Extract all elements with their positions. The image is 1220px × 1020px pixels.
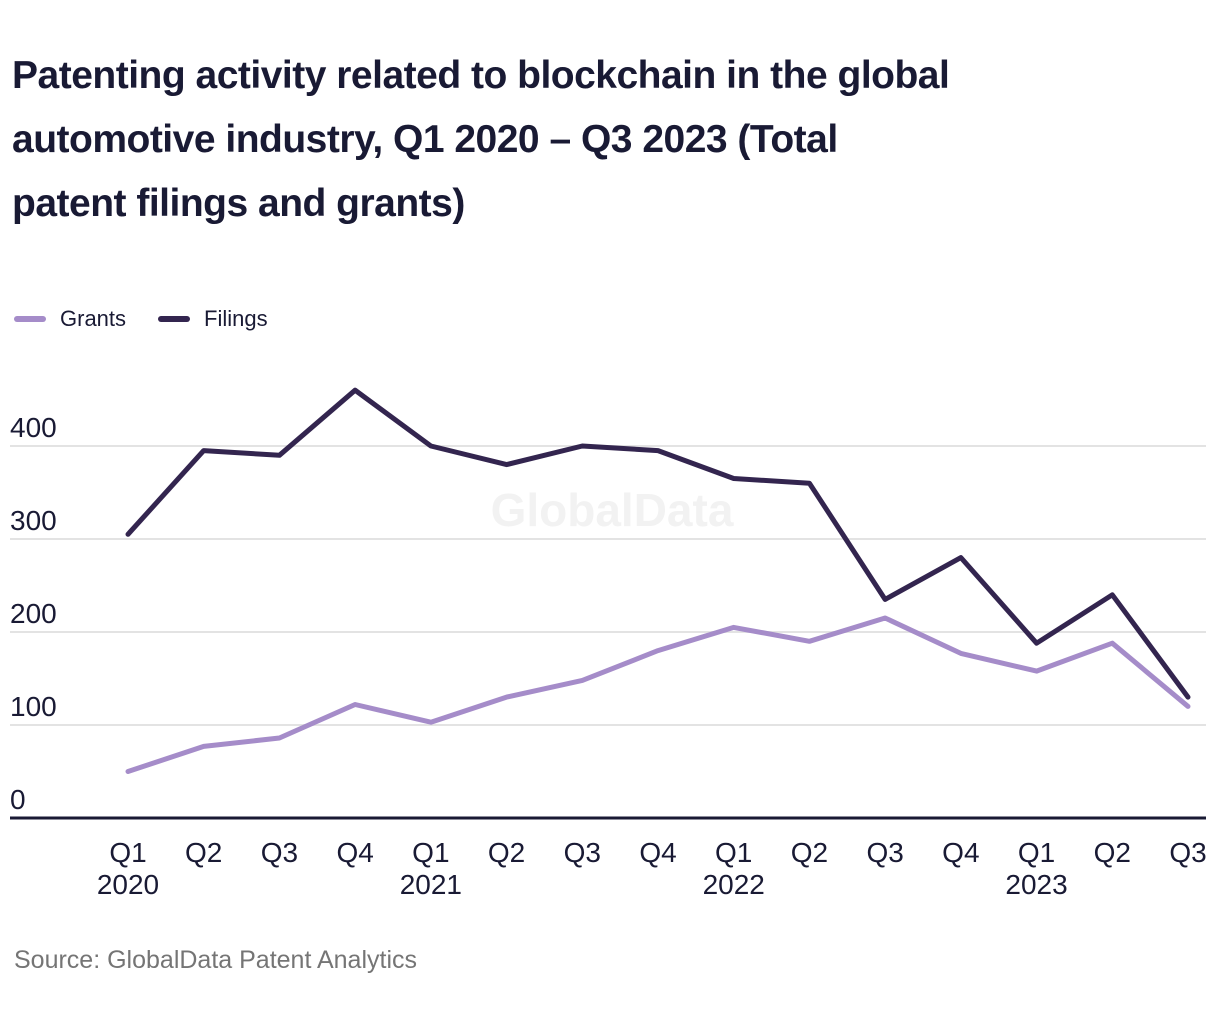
chart-title: Patenting activity related to blockchain… xyxy=(12,54,950,225)
plot-area: GlobalData 0 100 200 300 400 Q1 2020 Q2 Q3 Q4 Q1 202… xyxy=(0,370,1220,900)
x-tick-label: Q4 xyxy=(639,837,676,868)
x-tick-year-label: 2021 xyxy=(400,869,462,900)
source-attribution: Source: GlobalData Patent Analytics xyxy=(14,946,418,974)
x-tick-label: Q1 xyxy=(412,837,449,868)
x-tick-year-label: 2020 xyxy=(97,869,159,900)
filings-line xyxy=(125,387,1191,700)
x-tick-label: Q2 xyxy=(1094,837,1131,868)
x-tick-label: Q1 xyxy=(1018,837,1055,868)
legend-label-filings: Filings xyxy=(204,306,268,331)
chart-legend: Grants Filings xyxy=(14,306,268,332)
grants-line-swatch-icon xyxy=(14,316,46,322)
filings-line-swatch-icon xyxy=(158,316,191,322)
x-tick-label: Q3 xyxy=(1169,837,1206,868)
x-tick-year-label: 2023 xyxy=(1005,869,1067,900)
x-tick-label: Q1 xyxy=(715,837,752,868)
x-tick-label: Q2 xyxy=(488,837,525,868)
grants-line xyxy=(125,615,1191,774)
x-tick-label: Q4 xyxy=(336,837,373,868)
legend-label-grants: Grants xyxy=(60,306,127,331)
x-tick-label: Q2 xyxy=(185,837,222,868)
x-tick-year-label: 2022 xyxy=(703,869,765,900)
x-tick-label: Q3 xyxy=(261,837,298,868)
legend-item-filings[interactable]: Filings xyxy=(158,306,268,332)
y-tick-label: 300 xyxy=(10,505,57,536)
x-tick-label: Q2 xyxy=(791,837,828,868)
watermark: GlobalData xyxy=(491,484,734,536)
y-tick-label: 200 xyxy=(10,598,57,629)
y-tick-label: 100 xyxy=(10,691,57,722)
x-tick-label: Q4 xyxy=(942,837,979,868)
y-tick-label: 0 xyxy=(10,784,26,815)
x-tick-label: Q3 xyxy=(866,837,903,868)
legend-item-grants[interactable]: Grants xyxy=(14,306,126,332)
y-tick-label: 400 xyxy=(10,412,57,443)
x-tick-label: Q1 xyxy=(109,837,146,868)
x-tick-label: Q3 xyxy=(564,837,601,868)
